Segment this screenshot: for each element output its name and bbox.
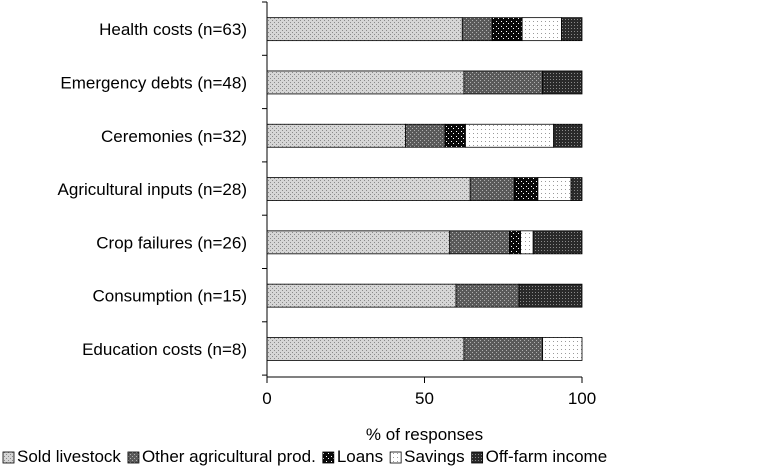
legend-swatch-sold-livestock <box>2 451 15 464</box>
bar-segment-other-agricultural-prod-1 <box>463 70 544 95</box>
x-tick-label: 100 <box>568 389 596 408</box>
bar-segment-off-farm-income-5 <box>518 283 583 308</box>
y-axis-ticks <box>262 1 267 376</box>
legend-swatch-savings <box>389 451 402 464</box>
bar-segment-other-agricultural-prod-2 <box>405 123 446 148</box>
category-label: Education costs (n=8) <box>82 340 247 359</box>
bar-segment-savings-3 <box>537 177 572 201</box>
category-labels: Health costs (n=63) Emergency debts (n=48… <box>58 20 247 359</box>
bar-segment-savings-0 <box>521 17 562 42</box>
bar-segment-off-farm-income-0 <box>561 17 583 42</box>
category-label: Consumption (n=15) <box>92 287 247 306</box>
bar-segment-loans-2 <box>444 123 466 148</box>
legend-swatch-off-farm-income <box>471 451 484 464</box>
bar-segment-other-agricultural-prod-0 <box>461 17 493 42</box>
x-tick-label: 50 <box>415 389 434 408</box>
bar-segment-sold-livestock-4 <box>266 230 451 255</box>
bar-segment-other-agricultural-prod-4 <box>449 230 510 255</box>
bar-segment-savings-6 <box>542 337 583 361</box>
bar-segment-savings-2 <box>465 123 555 148</box>
x-axis-title: % of responses <box>366 425 483 444</box>
bar-segment-off-farm-income-4 <box>532 230 583 255</box>
legend-swatch-loans <box>322 451 335 464</box>
bar-segment-loans-4 <box>509 230 521 255</box>
category-label: Crop failures (n=26) <box>96 233 247 252</box>
legend-label-other-agricultural-prod: Other agricultural prod. <box>142 447 316 466</box>
bar-segment-loans-0 <box>491 17 523 42</box>
bar-segment-sold-livestock-3 <box>266 177 471 201</box>
x-axis-ticks: 0 50 100 <box>262 377 596 408</box>
bar-segment-sold-livestock-6 <box>266 337 465 361</box>
legend-label-off-farm-income: Off-farm income <box>486 447 608 466</box>
bar-segment-off-farm-income-3 <box>570 177 583 201</box>
bar-segment-other-agricultural-prod-6 <box>463 337 544 361</box>
bar-segment-loans-3 <box>513 177 539 201</box>
bars-group <box>266 17 583 361</box>
category-label: Ceremonies (n=32) <box>101 127 247 146</box>
bar-segment-other-agricultural-prod-3 <box>469 177 515 201</box>
legend-label-sold-livestock: Sold livestock <box>17 447 121 466</box>
bar-segment-savings-4 <box>520 230 534 255</box>
bar-segment-off-farm-income-2 <box>553 123 583 148</box>
legend-swatch-other-agricultural-prod <box>127 451 140 464</box>
legend-label-loans: Loans <box>337 447 383 466</box>
bar-segment-off-farm-income-1 <box>542 70 583 95</box>
bar-segment-sold-livestock-2 <box>266 123 407 148</box>
bar-segment-other-agricultural-prod-5 <box>455 283 520 308</box>
bar-segment-sold-livestock-1 <box>266 70 465 95</box>
category-label: Agricultural inputs (n=28) <box>58 180 247 199</box>
bar-segment-sold-livestock-0 <box>266 17 463 42</box>
category-label: Health costs (n=63) <box>99 20 247 39</box>
legend: Sold livestock Other agricultural prod. Lo… <box>2 447 608 466</box>
x-tick-label: 0 <box>262 389 271 408</box>
category-label: Emergency debts (n=48) <box>60 73 247 92</box>
bar-segment-sold-livestock-5 <box>266 283 457 308</box>
legend-label-savings: Savings <box>404 447 464 466</box>
